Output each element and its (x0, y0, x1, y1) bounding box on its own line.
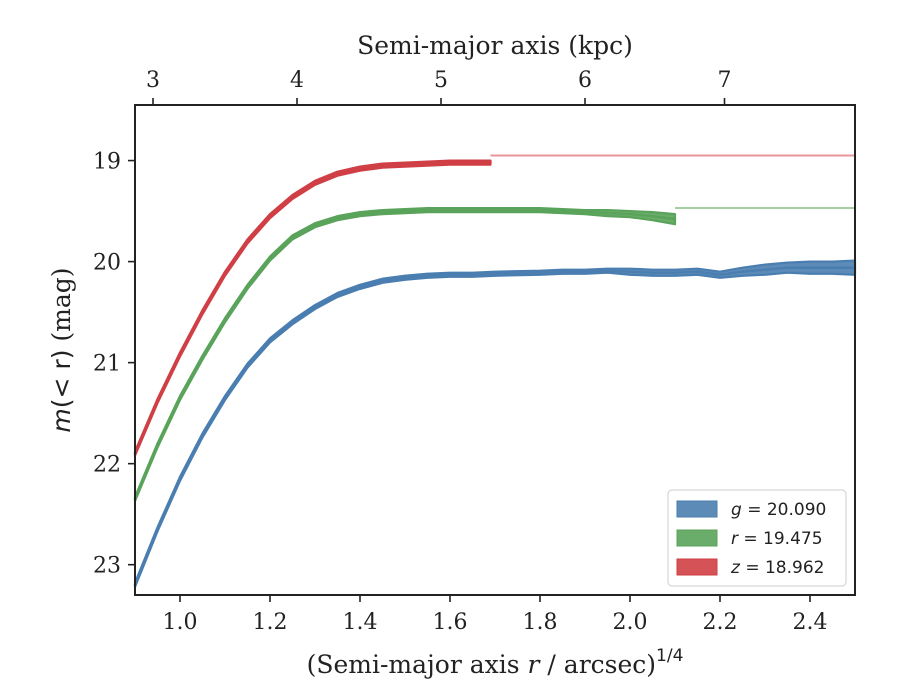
y-tick-label: 22 (93, 453, 121, 478)
legend-band-value: = 18.962 (740, 558, 825, 578)
top-x-axis-title: Semi-major axis (kpc) (357, 31, 633, 60)
top-x-tick-label: 4 (290, 68, 304, 93)
x-tick-label: 2.4 (793, 610, 828, 635)
legend-band-symbol: z (730, 558, 741, 578)
series-layer (133, 154, 857, 589)
legend-label-g: g = 20.090 (731, 500, 826, 520)
tick-layer: 1.0 1.2 1.4 1.6 1.8 2.0 2.2 2.4 19 20 21 22 23 3 4 5 6 7 (93, 68, 828, 635)
legend-swatch-g (676, 500, 718, 518)
series-line-z (133, 161, 492, 455)
top-x-tick-label: 5 (434, 68, 448, 93)
top-x-tick-label: 6 (578, 68, 592, 93)
x-tick-label: 1.6 (433, 610, 468, 635)
legend-band-symbol: r (731, 529, 739, 549)
legend-swatch-z (676, 558, 718, 576)
top-x-tick-label: 3 (146, 68, 160, 93)
y-tick-label: 19 (93, 150, 121, 175)
y-tick-label: 21 (93, 352, 121, 377)
legend-swatch-r (676, 529, 718, 547)
y-tick-label: 23 (93, 554, 121, 579)
legend-label-r: r = 19.475 (731, 529, 823, 549)
y-tick-label: 20 (93, 251, 121, 276)
plot-frame (134, 104, 856, 596)
legend-band-symbol: g (731, 500, 742, 520)
series-line-r (133, 208, 677, 501)
series-line-g (133, 266, 857, 587)
x-tick-label: 1.4 (343, 610, 378, 635)
legend-band-value: = 20.090 (742, 500, 827, 520)
x-tick-label: 2.0 (613, 610, 648, 635)
x-tick-label: 1.8 (523, 610, 558, 635)
series-band-r (133, 206, 677, 503)
x-tick-label: 2.2 (703, 610, 738, 635)
x-tick-label: 1.0 (163, 610, 198, 635)
y-axis-title: m(< r) (mag) (47, 267, 76, 432)
x-tick-label: 1.2 (253, 610, 288, 635)
x-axis-title: (Semi-major axis r / arcsec)1/4 (307, 646, 684, 679)
legend-label-z: z = 18.962 (730, 558, 824, 578)
top-x-tick-label: 7 (718, 68, 732, 93)
legend-band-value: = 19.475 (738, 529, 823, 549)
